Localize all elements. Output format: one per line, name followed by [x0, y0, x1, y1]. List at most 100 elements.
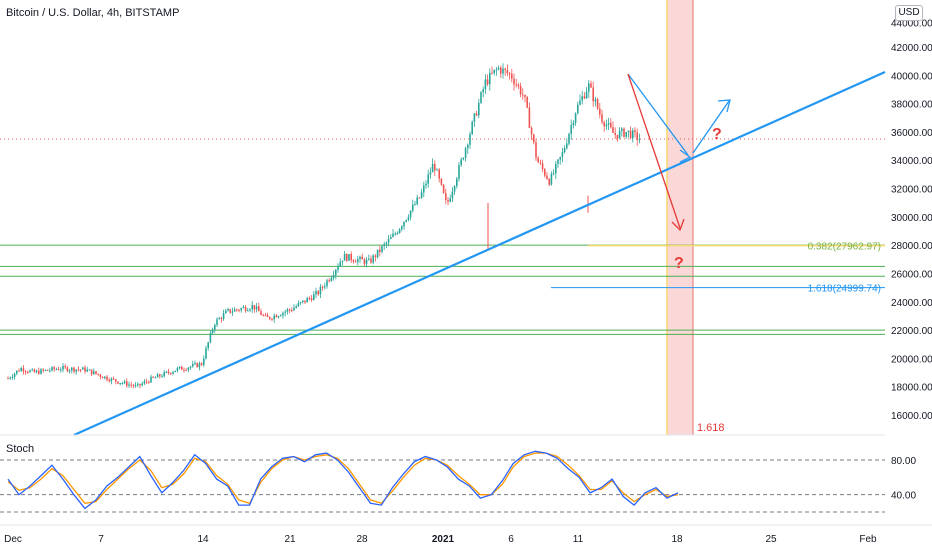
candle-body-74 [170, 372, 172, 374]
candle-body-225 [502, 68, 504, 74]
candle-body-140 [315, 291, 317, 295]
candle-body-183 [409, 210, 412, 218]
x-tick-label: 28 [356, 534, 368, 545]
candle-body-146 [328, 280, 330, 282]
y-tick-label: 34000.00 [891, 156, 932, 167]
candle-body-81 [185, 369, 187, 371]
candle-body-64 [148, 381, 150, 383]
candle-body-131 [295, 306, 297, 308]
background-bands [666, 0, 694, 435]
candle-body-178 [398, 229, 401, 234]
candle-body-264 [588, 83, 590, 92]
candle-body-215 [480, 92, 482, 103]
candle-body-91 [207, 342, 209, 349]
candle-body-34 [82, 367, 84, 370]
candle-body-72 [165, 371, 168, 373]
candle-body-238 [530, 128, 533, 135]
candle-body-222 [495, 69, 498, 71]
candle-body-100 [227, 309, 229, 311]
candle-body-42 [99, 374, 102, 377]
bullish-arrow-line [692, 100, 730, 154]
candle-body-99 [225, 310, 227, 314]
candle-body-147 [330, 277, 333, 281]
candle-body-32 [77, 369, 80, 371]
candle-body-265 [590, 83, 592, 88]
candle-body-260 [579, 100, 581, 105]
candle-body-116 [262, 315, 264, 317]
candle-body-244 [544, 169, 546, 176]
candle-body-160 [359, 256, 361, 260]
candle-body-180 [403, 221, 405, 227]
candle-body-168 [376, 249, 379, 258]
candle-body-82 [187, 367, 190, 370]
x-tick-label: Dec [4, 534, 22, 545]
fib-0382-label: 0.382(27962.97) [808, 242, 881, 253]
candle-body-85 [194, 363, 196, 365]
candle-body-106 [240, 308, 242, 311]
candle-body-198 [442, 184, 445, 194]
candle-body-255 [568, 133, 570, 144]
candle-body-213 [475, 113, 478, 116]
candle-body-164 [368, 258, 370, 260]
candle-body-117 [264, 315, 267, 317]
candle-body-43 [101, 376, 104, 379]
candle-body-262 [583, 96, 586, 99]
x-tick-label: 21 [284, 534, 296, 545]
x-tick-label: 18 [671, 534, 683, 545]
candle-body-47 [110, 378, 113, 382]
candle-body-235 [524, 94, 526, 98]
stoch-k-line [7, 450, 679, 510]
candle-body-51 [119, 383, 121, 385]
candle-body-283 [629, 130, 632, 139]
candle-body-137 [308, 298, 311, 300]
candle-body-162 [363, 259, 366, 264]
candle-body-3 [13, 373, 16, 377]
stoch-tick-label: 40.00 [891, 491, 916, 502]
candle-body-68 [156, 374, 159, 378]
candle-body-174 [390, 236, 392, 239]
currency-button[interactable]: USD [895, 5, 923, 21]
candle-body-93 [211, 329, 214, 334]
candle-body-184 [412, 204, 414, 211]
candle-body-112 [253, 305, 256, 310]
bearish-arrow-head [671, 218, 685, 232]
candle-body-192 [429, 172, 432, 175]
candle-body-208 [464, 148, 467, 158]
candle-body-212 [473, 113, 476, 122]
candle-body-1 [9, 377, 11, 379]
candle-body-259 [577, 104, 579, 114]
candle-body-286 [636, 132, 638, 140]
candle-body-157 [352, 260, 355, 262]
candle-body-11 [31, 369, 33, 371]
candle-body-29 [71, 367, 73, 371]
candle-body-2 [11, 376, 14, 378]
candle-body-196 [438, 169, 440, 179]
candle-body-75 [172, 372, 174, 374]
candle-body-128 [288, 309, 291, 311]
candle-body-228 [508, 73, 511, 75]
candle-body-248 [552, 173, 555, 175]
candle-body-139 [313, 294, 315, 301]
candle-body-33 [79, 369, 82, 371]
candle-body-55 [128, 384, 130, 386]
y-tick-label: 32000.00 [891, 185, 932, 196]
candle-body-245 [546, 175, 548, 180]
candle-body-132 [297, 303, 300, 307]
candle-body-185 [414, 204, 416, 206]
time-fib-label: 1.618 [697, 422, 725, 434]
candle-body-154 [346, 254, 348, 261]
candle-body-37 [88, 369, 91, 371]
question-mark-lower: ? [674, 255, 684, 272]
y-tick-label: 26000.00 [891, 269, 932, 280]
candle-body-210 [469, 134, 471, 145]
candle-body-78 [178, 366, 181, 369]
x-tick-label: 11 [573, 534, 584, 545]
candle-body-18 [46, 369, 49, 371]
candle-body-240 [535, 142, 537, 158]
candle-body-107 [242, 307, 245, 309]
candle-body-194 [434, 163, 436, 171]
candle-body-190 [425, 183, 427, 186]
candle-body-50 [117, 381, 119, 384]
candle-body-142 [319, 286, 322, 295]
